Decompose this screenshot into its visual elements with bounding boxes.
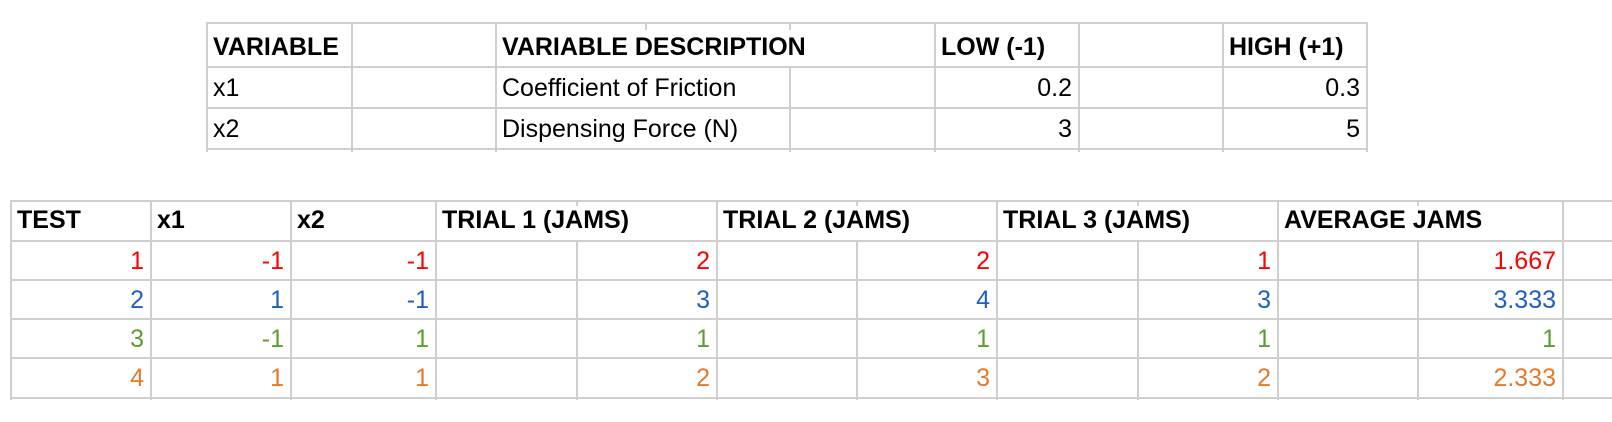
trial-2-jams: 4 — [976, 286, 990, 314]
grid-line — [789, 67, 791, 152]
grid-line — [1417, 240, 1419, 400]
header-variable: VARIABLE — [213, 33, 339, 61]
header-average-jams: AVERAGE JAMS — [1284, 206, 1483, 234]
grid-line — [856, 200, 858, 206]
grid-line — [856, 240, 858, 400]
grid-line — [10, 279, 1612, 281]
variable-description: Dispensing Force (N) — [502, 115, 739, 143]
grid-line — [206, 107, 1368, 109]
test-number: 4 — [130, 364, 144, 392]
header-low: LOW (-1) — [941, 33, 1046, 61]
trial-1-jams: 2 — [696, 247, 710, 275]
grid-line — [716, 200, 718, 400]
grid-line — [1417, 200, 1419, 206]
variable-low: 3 — [1058, 115, 1072, 143]
x2-level: 1 — [415, 364, 429, 392]
trial-2-jams: 3 — [976, 364, 990, 392]
grid-line — [206, 22, 208, 152]
test-number: 1 — [130, 247, 144, 275]
header-x2: x2 — [297, 206, 325, 234]
header-trial-2: TRIAL 2 (JAMS) — [723, 206, 911, 234]
trial-1-jams: 1 — [696, 325, 710, 353]
grid-line — [996, 200, 998, 400]
grid-line — [576, 240, 578, 400]
grid-line — [290, 200, 292, 400]
header-trial-3: TRIAL 3 (JAMS) — [1003, 206, 1191, 234]
variable-name: x1 — [213, 74, 240, 102]
grid-line — [576, 200, 578, 206]
grid-line — [1366, 22, 1368, 152]
grid-line — [10, 318, 1612, 320]
grid-line — [150, 200, 152, 400]
variable-low: 0.2 — [1037, 74, 1072, 102]
x2-level: -1 — [406, 247, 429, 275]
x2-level: 1 — [415, 325, 429, 353]
trial-3-jams: 3 — [1257, 286, 1271, 314]
average-jams: 1 — [1542, 325, 1556, 353]
grid-line — [206, 66, 1368, 68]
variable-high: 0.3 — [1325, 74, 1360, 102]
grid-line — [1562, 200, 1564, 400]
header-test: TEST — [17, 206, 81, 234]
header-x1: x1 — [157, 206, 185, 234]
variable-high: 5 — [1346, 115, 1360, 143]
trial-3-jams: 2 — [1257, 364, 1271, 392]
average-jams: 3.333 — [1493, 286, 1556, 314]
grid-line — [206, 148, 1368, 150]
trial-2-jams: 2 — [976, 247, 990, 275]
grid-line — [934, 22, 936, 152]
trial-2-jams: 1 — [976, 325, 990, 353]
grid-line — [645, 22, 647, 30]
variable-description: Coefficient of Friction — [502, 74, 737, 102]
grid-line — [10, 200, 1612, 202]
grid-line — [10, 200, 12, 400]
grid-line — [10, 397, 1612, 399]
header-variable-description: VARIABLE DESCRIPTION — [502, 33, 806, 61]
grid-line — [789, 22, 791, 30]
x2-level: -1 — [406, 286, 429, 314]
trial-3-jams: 1 — [1257, 247, 1271, 275]
grid-line — [206, 22, 1368, 24]
test-number: 2 — [130, 286, 144, 314]
trial-3-jams: 1 — [1257, 325, 1271, 353]
grid-line — [1137, 200, 1139, 206]
header-trial-1: TRIAL 1 (JAMS) — [442, 206, 630, 234]
grid-line — [1277, 200, 1279, 400]
x1-level: 1 — [270, 286, 284, 314]
grid-line — [10, 357, 1612, 359]
average-jams: 1.667 — [1493, 247, 1556, 275]
grid-line — [1137, 240, 1139, 400]
average-jams: 2.333 — [1493, 364, 1556, 392]
test-number: 3 — [130, 325, 144, 353]
grid-line — [351, 22, 353, 152]
grid-line — [1222, 22, 1224, 152]
grid-line — [1078, 22, 1080, 152]
grid-line — [495, 22, 497, 152]
x1-level: -1 — [261, 325, 284, 353]
x1-level: -1 — [261, 247, 284, 275]
grid-line — [10, 240, 1612, 242]
variable-name: x2 — [213, 115, 240, 143]
trial-1-jams: 3 — [696, 286, 710, 314]
grid-line — [435, 200, 437, 400]
header-high: HIGH (+1) — [1229, 33, 1344, 61]
x1-level: 1 — [270, 364, 284, 392]
trial-1-jams: 2 — [696, 364, 710, 392]
